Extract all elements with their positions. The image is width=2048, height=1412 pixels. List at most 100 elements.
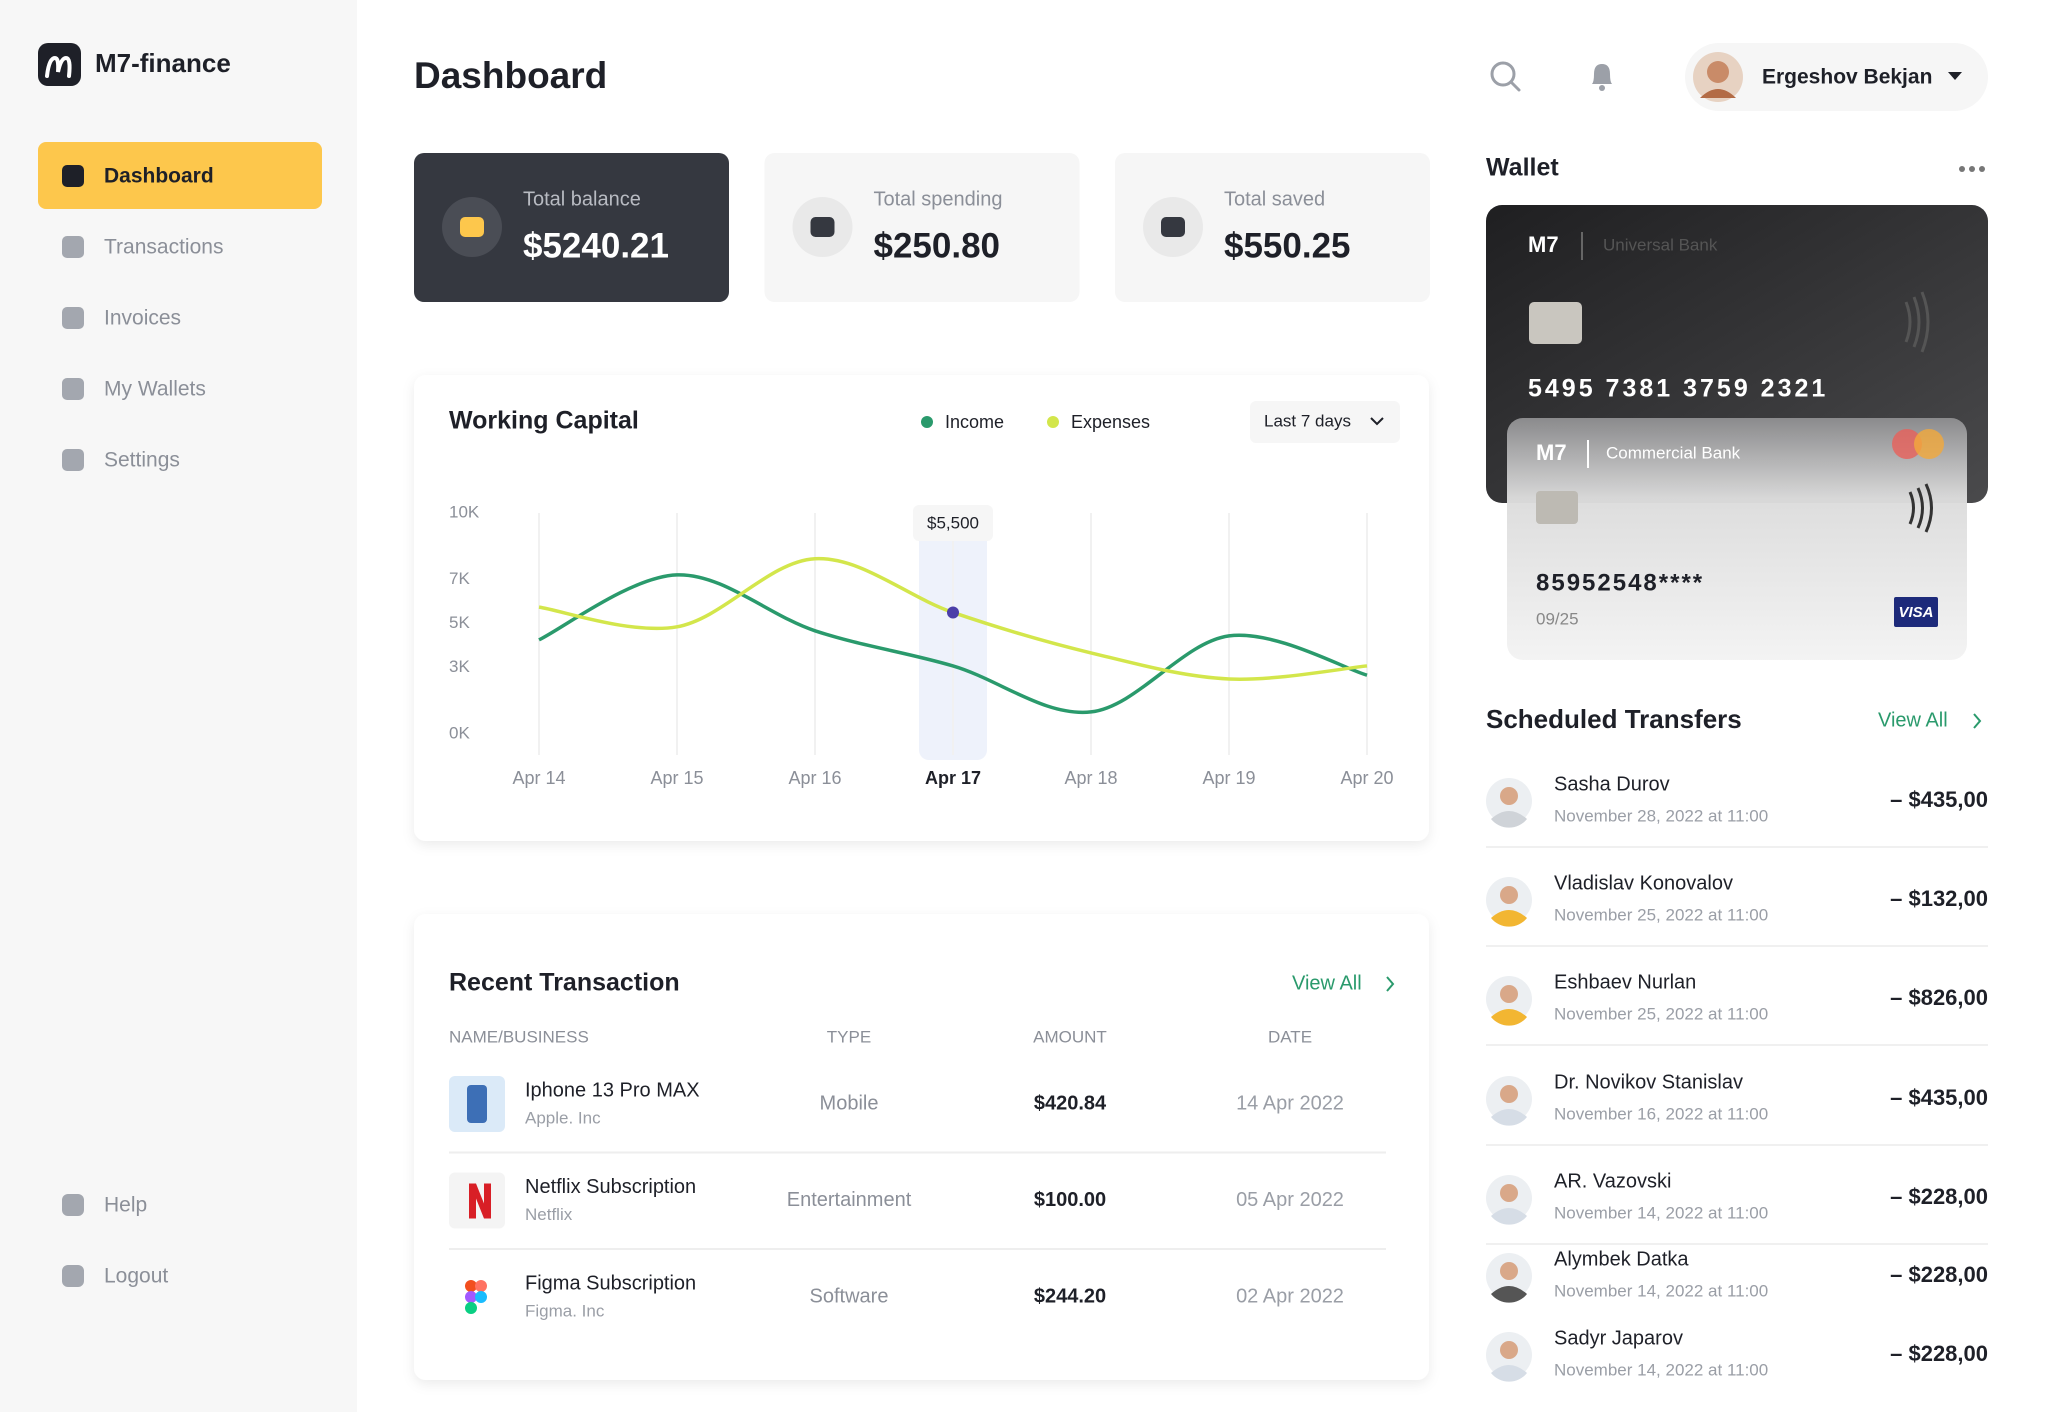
x-tick-label: Apr 16 xyxy=(788,768,841,788)
card-expiry: 09/25 xyxy=(1536,609,1579,628)
summary-value: $250.80 xyxy=(874,226,1001,265)
netflix-icon xyxy=(469,1183,491,1219)
figma-icon xyxy=(465,1280,477,1292)
nav-item[interactable]: Invoices xyxy=(104,307,181,330)
column-header: NAME/BUSINESS xyxy=(449,1027,589,1046)
view-all-arrow xyxy=(1973,713,1982,729)
card-brand: M7 xyxy=(1536,440,1567,465)
nav-icon xyxy=(62,236,84,258)
x-tick-label: Apr 19 xyxy=(1202,768,1255,788)
summary-value: $550.25 xyxy=(1224,226,1351,265)
summary-label: Total spending xyxy=(874,188,1003,210)
range-dropdown[interactable] xyxy=(1250,401,1400,443)
transfer-date: November 14, 2022 at 11:00 xyxy=(1554,1203,1768,1222)
row-date: 05 Apr 2022 xyxy=(1236,1189,1344,1211)
avatar-face xyxy=(1500,1341,1518,1359)
wallet-menu[interactable] xyxy=(1959,166,1985,172)
row-business: Apple. Inc xyxy=(525,1108,601,1127)
summary-icon xyxy=(1161,217,1185,237)
transfer-name[interactable]: Sadyr Japarov xyxy=(1554,1327,1683,1349)
summary-label: Total saved xyxy=(1224,188,1325,210)
profile-caret[interactable] xyxy=(1948,72,1962,80)
figma-icon xyxy=(465,1291,477,1303)
view-all[interactable]: View All xyxy=(1292,972,1362,994)
x-tick-label: Apr 14 xyxy=(512,768,565,788)
transfer-amount: – $228,00 xyxy=(1890,1184,1988,1209)
transfer-date: November 14, 2022 at 11:00 xyxy=(1554,1281,1768,1300)
mastercard-right xyxy=(1914,429,1944,459)
row-date: 14 Apr 2022 xyxy=(1236,1092,1344,1114)
transfer-name[interactable]: Vladislav Konovalov xyxy=(1554,872,1733,894)
nav-item[interactable]: My Wallets xyxy=(104,378,206,401)
row-amount: $244.20 xyxy=(1034,1285,1106,1307)
view-all-arrow xyxy=(1386,976,1395,992)
card-chip xyxy=(1529,302,1582,344)
figma-icon xyxy=(475,1280,487,1292)
avatar-body xyxy=(1491,1009,1527,1026)
summary-card xyxy=(414,153,729,302)
card-commercial[interactable] xyxy=(1507,418,1967,660)
x-tick-label: Apr 18 xyxy=(1064,768,1117,788)
chart-title: Working Capital xyxy=(449,407,639,435)
transfer-amount: – $132,00 xyxy=(1890,886,1988,911)
search-icon[interactable] xyxy=(1490,61,1516,87)
view-all[interactable]: View All xyxy=(1878,709,1948,731)
search-icon-handle xyxy=(1509,80,1521,92)
avatar-face xyxy=(1500,1262,1518,1280)
mastercard-left xyxy=(1892,429,1922,459)
transfer-amount: – $435,00 xyxy=(1890,1085,1988,1110)
avatar-face xyxy=(1500,985,1518,1003)
tooltip-point xyxy=(947,606,959,619)
figma-icon xyxy=(475,1291,487,1303)
avatar-body xyxy=(1491,1365,1527,1382)
visa-badge xyxy=(1894,597,1938,627)
bell-icon[interactable] xyxy=(1592,64,1612,84)
row-type: Entertainment xyxy=(787,1189,912,1211)
nav-icon xyxy=(62,449,84,471)
y-tick-label: 3K xyxy=(449,657,470,676)
row-business: Figma. Inc xyxy=(525,1301,605,1320)
avatar-body xyxy=(1491,1208,1527,1225)
transfer-amount: – $435,00 xyxy=(1890,787,1988,812)
transfer-name[interactable]: AR. Vazovski xyxy=(1554,1170,1671,1192)
nav-item[interactable]: Settings xyxy=(104,449,180,472)
nav-item[interactable]: Logout xyxy=(104,1265,168,1288)
row-name: Figma Subscription xyxy=(525,1272,696,1294)
column-header: TYPE xyxy=(827,1027,871,1046)
figma-icon xyxy=(465,1302,477,1314)
contactless-icon xyxy=(1908,483,1933,533)
y-tick-label: 5K xyxy=(449,613,470,632)
transfer-name[interactable]: Dr. Novikov Stanislav xyxy=(1554,1071,1743,1093)
transactions-title: Recent Transaction xyxy=(449,969,680,997)
transfer-name[interactable]: Sasha Durov xyxy=(1554,773,1670,795)
transfers-title: Scheduled Transfers xyxy=(1486,704,1742,734)
profile[interactable] xyxy=(1685,43,1988,111)
profile-avatar-body xyxy=(1700,89,1736,98)
avatar-body xyxy=(1491,910,1527,927)
card-number: 5495 7381 3759 2321 xyxy=(1528,375,1828,403)
x-tick-label: Apr 15 xyxy=(650,768,703,788)
tooltip-label: $5,500 xyxy=(927,513,979,532)
nav-active[interactable] xyxy=(38,142,322,209)
transfer-date: November 25, 2022 at 11:00 xyxy=(1554,905,1768,924)
transfer-amount: – $228,00 xyxy=(1890,1262,1988,1287)
nav-item[interactable]: Help xyxy=(104,1194,147,1217)
transfer-amount: – $228,00 xyxy=(1890,1341,1988,1366)
page-title: Dashboard xyxy=(414,55,607,96)
brand: M7-finance xyxy=(95,48,231,78)
column-header: AMOUNT xyxy=(1033,1027,1107,1046)
avatar-body xyxy=(1491,1286,1527,1303)
transfer-name[interactable]: Alymbek Datka xyxy=(1554,1248,1689,1270)
nav-item[interactable]: Transactions xyxy=(104,236,223,259)
row-business: Netflix xyxy=(525,1205,573,1224)
summary-icon xyxy=(810,217,835,237)
y-tick-label: 7K xyxy=(449,569,470,588)
sidebar xyxy=(0,0,357,1412)
transfer-name[interactable]: Eshbaev Nurlan xyxy=(1554,971,1696,993)
nav-item[interactable]: Dashboard xyxy=(104,165,214,188)
range-label: Last 7 days xyxy=(1264,411,1351,430)
transfer-amount: – $826,00 xyxy=(1890,985,1988,1010)
tooltip xyxy=(913,505,993,541)
series-line xyxy=(538,573,1368,715)
